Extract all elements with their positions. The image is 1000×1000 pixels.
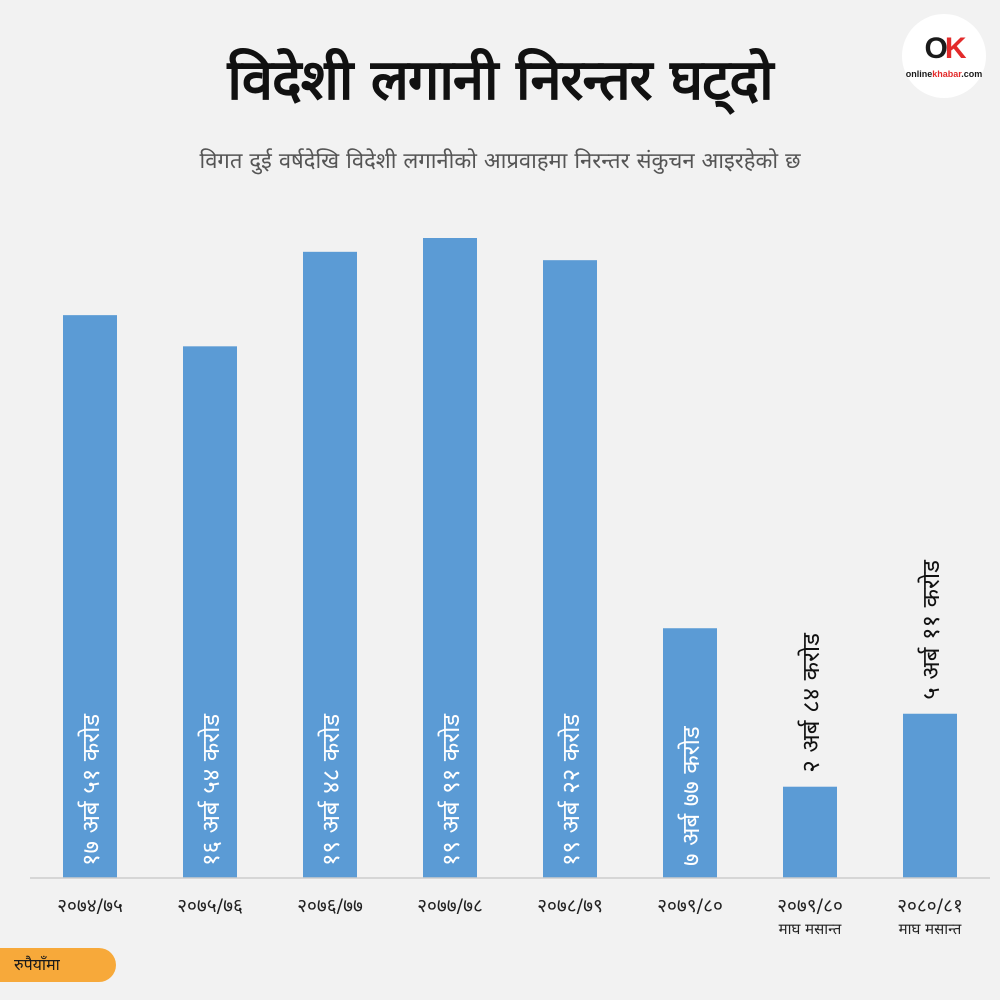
x-tick-label: २०७७/७८ <box>417 895 483 917</box>
bar <box>783 786 837 878</box>
logo-text-khabar: khabar <box>932 69 962 79</box>
x-tick-label: २०७४/७५ <box>57 895 123 917</box>
data-label: १९ अर्ब २२ करोड <box>557 713 585 866</box>
x-tick-label: २०७९/८० <box>657 895 723 917</box>
data-label: ७ अर्ब ७७ करोड <box>677 725 705 866</box>
x-tick-label: २०८०/८१ <box>897 895 963 917</box>
logo-mark-k: K <box>944 32 967 65</box>
chart-title: विदेशी लगानी निरन्तर घट्दो <box>227 48 773 113</box>
x-tick-sublabel: माघ मसान्त <box>899 920 962 938</box>
bar <box>63 315 117 878</box>
data-label: २ अर्ब ८४ करोड <box>797 632 825 773</box>
bar <box>663 628 717 878</box>
bar <box>183 346 237 878</box>
data-label: १७ अर्ब ५१ करोड <box>77 713 105 866</box>
logo-text: onlinekhabar.com <box>902 69 986 79</box>
x-tick-label: २०७५/७६ <box>177 895 243 917</box>
chart-subtitle: विगत दुई वर्षदेखि विदेशी लगानीको आप्रवाह… <box>199 149 801 174</box>
bar <box>903 713 957 878</box>
x-tick-sublabel: माघ मसान्त <box>779 920 842 938</box>
x-tick-label: २०७८/७९ <box>537 895 603 917</box>
bar <box>303 251 357 878</box>
logo-mark: OK <box>902 32 986 66</box>
data-label: १६ अर्ब ५४ करोड <box>197 713 225 866</box>
data-label: १९ अर्ब ४८ करोड <box>317 713 345 866</box>
unit-badge: रुपैयाँमा <box>0 948 116 982</box>
bar <box>543 260 597 878</box>
x-tick-label: २०७९/८० <box>777 895 843 917</box>
bar <box>423 238 477 878</box>
data-label: १९ अर्ब ९१ करोड <box>437 713 465 866</box>
onlinekhabar-logo[interactable]: OK onlinekhabar.com <box>902 14 986 98</box>
logo-text-online: online <box>905 69 933 79</box>
data-label: ५ अर्ब ११ करोड <box>917 559 945 700</box>
logo-text-com: .com <box>961 69 983 79</box>
x-tick-label: २०७६/७७ <box>297 895 363 917</box>
logo-mark-o: O <box>924 32 947 65</box>
